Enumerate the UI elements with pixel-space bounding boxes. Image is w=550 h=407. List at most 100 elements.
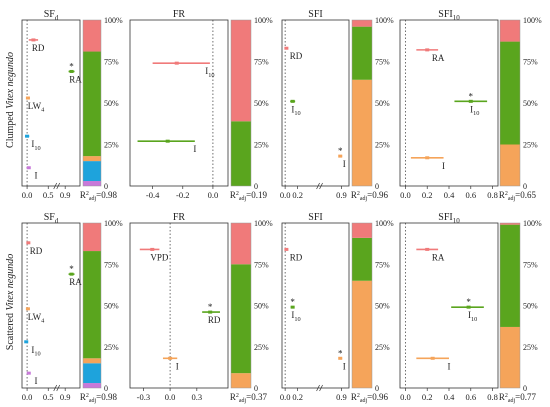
estimate-label: RD — [208, 315, 221, 325]
stack-tick-label: 50% — [375, 99, 390, 108]
x-tick-label: 0.9 — [60, 190, 71, 200]
panel-title: SFI10 — [438, 212, 460, 225]
stack-segment-i10 — [83, 363, 101, 384]
x-tick-label: 0.0 — [400, 190, 411, 200]
stack-segment-i — [500, 326, 520, 388]
estimate-point — [174, 61, 179, 65]
estimate-point — [468, 99, 473, 103]
x-tick-label: 0.4 — [444, 190, 455, 200]
stack-segment-i10 — [500, 41, 520, 145]
panel-title: FR — [173, 212, 186, 223]
stack-frame — [82, 19, 102, 187]
panel-frame — [399, 19, 499, 187]
panel-3: SFI10 0.0 0.2 0.4 0.6 0.8 RA * I10 I 100% 75% 50% 25%… — [399, 9, 542, 202]
x-tick-label: -0.2 — [176, 190, 189, 200]
axis-break-mark — [316, 384, 323, 392]
stack-segment-i — [352, 280, 372, 388]
estimate-label: VPD — [150, 252, 169, 262]
stack-frame — [351, 222, 373, 389]
estimate-label: I10 — [31, 345, 40, 358]
stack-tick-label: 75% — [523, 58, 538, 67]
stack-segment-i10 — [352, 237, 372, 281]
r2-adjusted: R2adj=0.37 — [230, 392, 268, 404]
significance-star: * — [338, 146, 343, 156]
significance-star: * — [69, 61, 74, 71]
estimate-point — [338, 356, 343, 360]
panel-title: SFI10 — [438, 9, 460, 22]
stack-tick-label: 25% — [523, 141, 538, 150]
r2-adjusted: R2adj=0.77 — [499, 392, 537, 404]
estimate-point — [425, 48, 430, 52]
estimate-label: I — [176, 361, 179, 371]
stack-frame — [230, 19, 252, 187]
stack-tick-label: 0 — [523, 182, 527, 191]
stack-segment-i10 — [500, 224, 520, 327]
x-tick-label: 0.9 — [336, 190, 347, 200]
estimate-point — [168, 356, 173, 360]
x-tick-label: -0.3 — [137, 392, 150, 402]
stack-tick-label: 100% — [375, 16, 394, 25]
x-tick-label: 0.5 — [43, 190, 54, 200]
estimate-label: I10 — [205, 66, 214, 79]
panel-title: SFd — [44, 212, 59, 225]
axis-break-mark — [53, 384, 61, 392]
panel-4: SFd 0.0 0.5 0.9 RD * RA LW4 I10 I 100% 75% 50% 25% 0R2… — [21, 212, 123, 404]
significance-star: * — [338, 348, 343, 358]
x-tick-label: 0.2 — [292, 392, 303, 402]
panel-title: SFI — [308, 9, 322, 20]
stack-segment-i — [83, 383, 101, 388]
stack-tick-label: 50% — [104, 99, 119, 108]
stack-segment-lw4 — [83, 156, 101, 162]
stack-tick-label: 75% — [523, 260, 538, 269]
estimate-label: LW4 — [28, 101, 45, 114]
estimate-point — [150, 247, 155, 251]
estimate-label: I10 — [468, 310, 477, 323]
x-tick-label: 0.6 — [465, 190, 476, 200]
x-tick-label: 0.3 — [192, 392, 203, 402]
stack-segment-vpd — [231, 223, 251, 265]
stack-tick-label: 100% — [523, 219, 542, 228]
estimate-point — [26, 241, 31, 245]
significance-star: * — [208, 302, 213, 312]
significance-star: * — [466, 297, 471, 307]
estimate-point — [425, 247, 430, 251]
axis-break-mark — [316, 182, 323, 190]
stack-segment-rd — [352, 20, 372, 27]
panel-7: SFI10 0.0 0.2 0.4 0.6 0.8 RA * I10 I 100% 75% 50% 25%… — [399, 212, 542, 404]
stack-tick-label: 25% — [254, 343, 269, 352]
estimate-point — [25, 134, 30, 138]
estimate-point — [25, 307, 30, 311]
estimate-label: I10 — [470, 104, 479, 117]
estimate-point — [284, 247, 289, 251]
x-tick-label: 0.2 — [292, 190, 303, 200]
stack-tick-label: 75% — [104, 260, 119, 269]
estimate-label: I — [343, 361, 346, 371]
stack-segment-ra — [500, 223, 520, 225]
x-tick-label: 0.4 — [444, 392, 455, 402]
estimate-point — [26, 166, 31, 170]
stack-tick-label: 25% — [375, 141, 390, 150]
stack-tick-label: 25% — [104, 343, 119, 352]
x-tick-label: 0.0 — [22, 190, 33, 200]
stack-segment-i — [231, 121, 251, 186]
panel-frame — [21, 19, 81, 187]
significance-star: * — [69, 264, 74, 274]
panel-5: FR -0.3 0.0 0.3 VPD * RD I 100% 75% 50% 25% 0R2adj=0… — [129, 212, 273, 404]
estimate-point — [284, 46, 289, 50]
stack-tick-label: 75% — [254, 58, 269, 67]
stack-tick-label: 100% — [254, 16, 273, 25]
x-tick-label: 0.0 — [280, 392, 291, 402]
stack-tick-label: 50% — [523, 99, 538, 108]
estimate-point — [338, 154, 343, 158]
stack-tick-label: 0 — [375, 182, 379, 191]
x-tick-label: 0.6 — [465, 392, 476, 402]
stack-tick-label: 25% — [375, 343, 390, 352]
estimate-point — [466, 305, 471, 309]
x-tick-label: 0.0 — [280, 190, 291, 200]
stack-tick-label: 50% — [375, 302, 390, 311]
x-tick-label: 0.9 — [60, 392, 71, 402]
stack-tick-label: 100% — [104, 16, 123, 25]
x-tick-label: 0.8 — [487, 190, 498, 200]
estimate-label: I — [343, 159, 346, 169]
